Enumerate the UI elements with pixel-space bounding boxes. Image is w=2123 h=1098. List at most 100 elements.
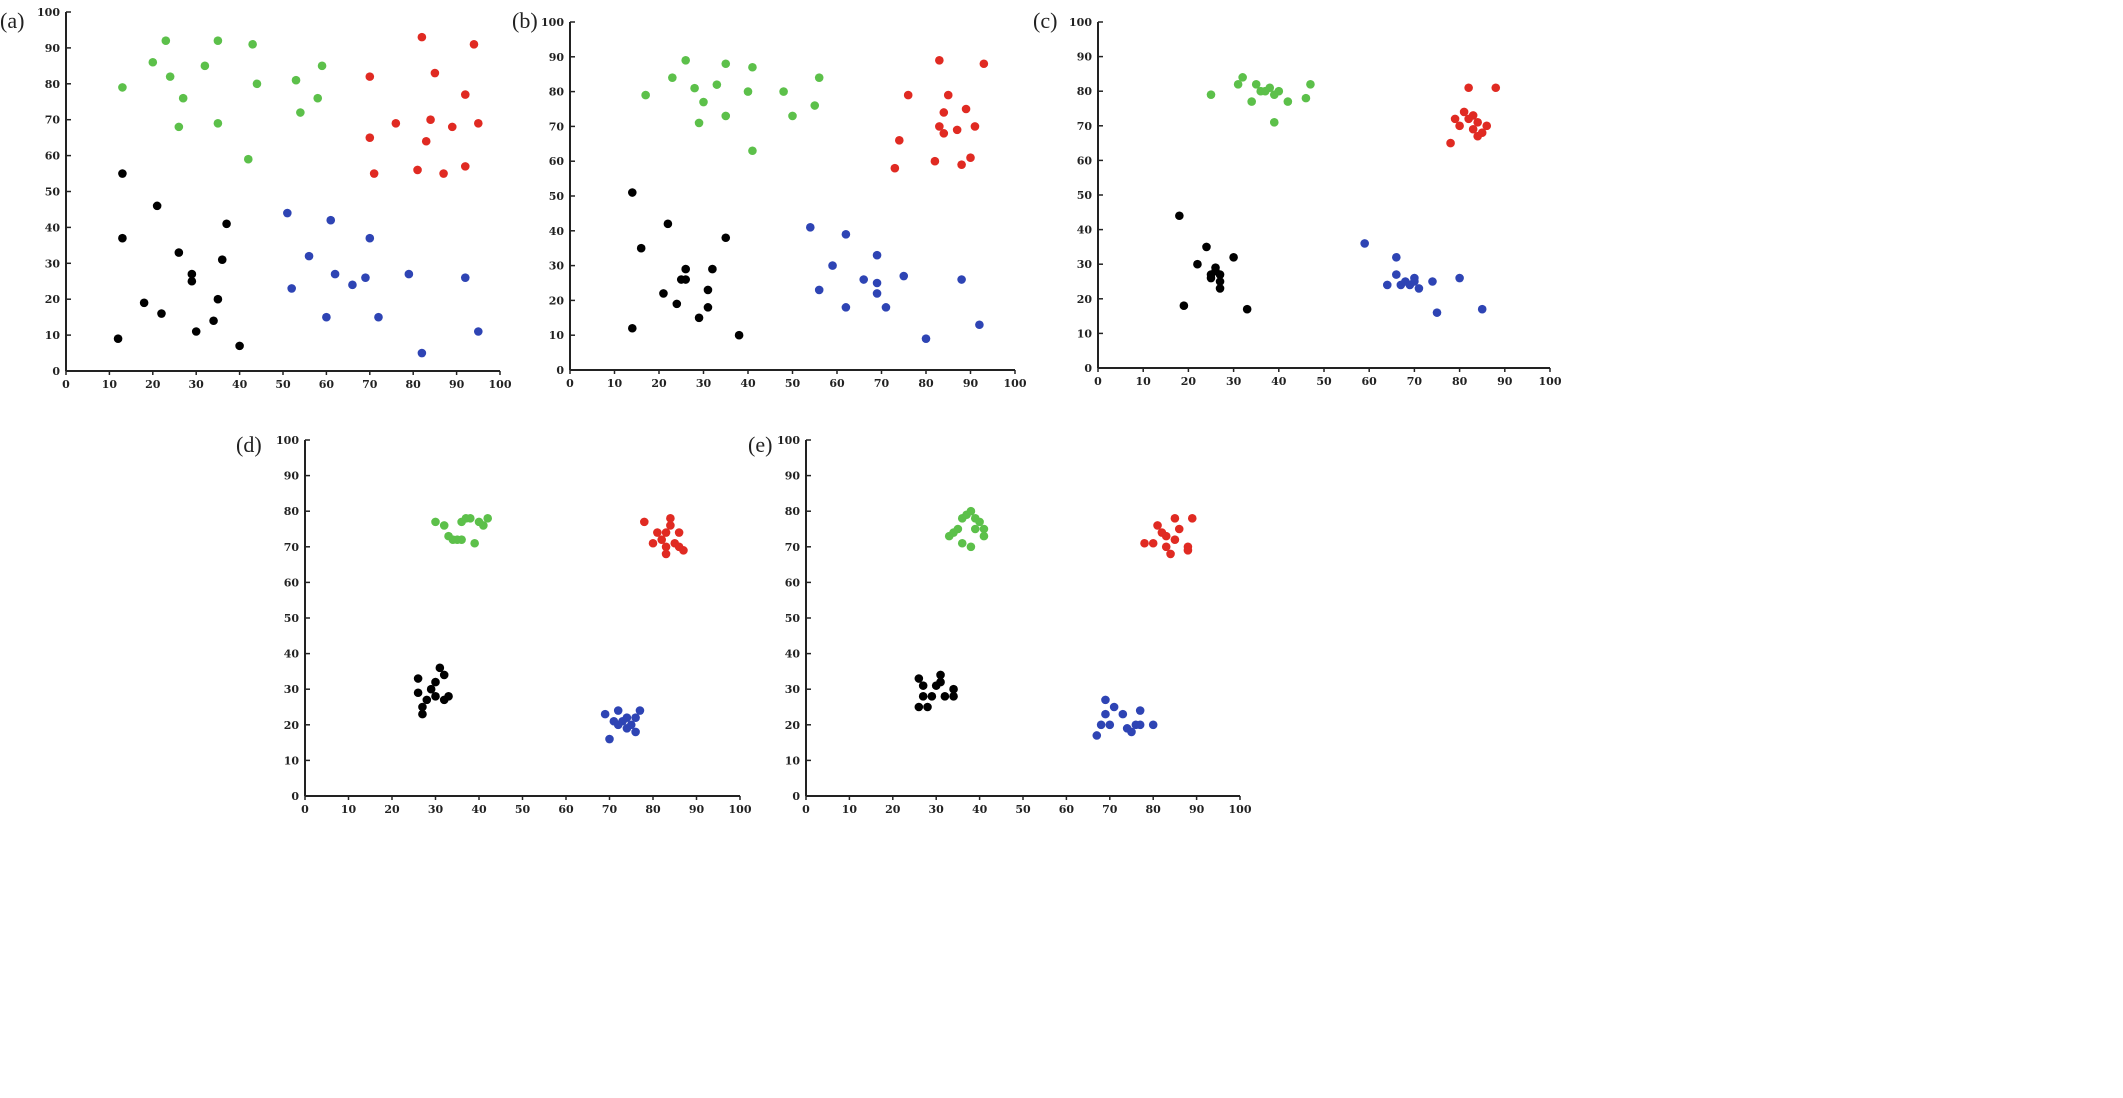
y-tick-label: 60	[284, 576, 300, 589]
point-red	[666, 514, 675, 523]
point-black	[431, 677, 440, 687]
x-tick-label: 70	[1407, 375, 1423, 388]
point-red	[447, 122, 457, 132]
x-tick-label: 80	[918, 377, 934, 390]
point-green	[1265, 83, 1275, 93]
point-black	[1179, 301, 1189, 311]
point-blue	[1118, 709, 1128, 719]
x-tick-label: 100	[1004, 377, 1027, 390]
x-tick-label: 50	[785, 377, 801, 390]
point-green	[466, 514, 475, 523]
x-tick-label: 50	[515, 803, 531, 816]
point-blue	[1414, 284, 1424, 293]
point-blue	[613, 720, 623, 730]
point-green	[213, 36, 223, 46]
y-tick-label: 80	[785, 505, 801, 518]
x-tick-label: 30	[929, 803, 945, 816]
x-tick-label: 0	[802, 803, 810, 816]
point-black	[923, 702, 932, 712]
point-green	[431, 517, 440, 527]
y-tick-label: 80	[45, 78, 61, 91]
point-black	[1175, 211, 1184, 221]
x-tick-label: 10	[102, 378, 118, 391]
point-green	[1238, 73, 1247, 82]
y-tick-label: 10	[45, 329, 61, 342]
point-green	[479, 521, 488, 530]
y-tick-label: 0	[291, 790, 299, 803]
y-tick-label: 70	[1077, 120, 1093, 133]
x-tick-label: 70	[874, 377, 890, 390]
y-tick-label: 70	[785, 541, 801, 554]
y-tick-label: 60	[785, 576, 801, 589]
point-green	[200, 61, 210, 71]
point-green	[439, 521, 449, 530]
point-red	[1477, 128, 1487, 138]
x-tick-label: 70	[362, 378, 378, 391]
x-tick-label: 50	[1316, 375, 1332, 388]
point-black	[940, 692, 950, 701]
point-black	[628, 323, 637, 333]
series-black	[628, 188, 744, 340]
panel-e: (e) 0 10 20 30 40 50 60 70 80 90 100 0 10 20 30 40 50 60 70…	[748, 432, 1252, 816]
x-tick-label: 100	[1229, 803, 1252, 816]
point-blue	[1135, 720, 1145, 730]
point-red	[426, 115, 435, 124]
panel-label: (b)	[512, 8, 538, 33]
x-tick-label: 90	[963, 377, 979, 390]
point-black	[681, 264, 690, 274]
point-green	[953, 524, 963, 534]
y-tick-label: 20	[1077, 293, 1093, 306]
series-green	[1206, 73, 1315, 127]
x-tick-label: 0	[566, 377, 574, 390]
point-black	[426, 684, 436, 694]
point-blue	[1109, 702, 1119, 712]
x-tick-label: 80	[645, 803, 661, 816]
point-green	[1251, 79, 1261, 89]
y-tick-label: 30	[785, 683, 801, 696]
series-green	[944, 506, 989, 552]
point-black	[1202, 242, 1211, 252]
x-tick-label: 0	[301, 803, 309, 816]
y-tick-label: 10	[785, 754, 801, 767]
y-tick-label: 0	[52, 365, 60, 378]
point-green	[814, 73, 824, 82]
x-tick-label: 10	[607, 377, 623, 390]
x-tick-label: 0	[62, 378, 70, 391]
point-red	[1468, 111, 1478, 120]
point-red	[460, 162, 470, 171]
y-tick-label: 50	[45, 186, 61, 199]
panel-label: (c)	[1033, 8, 1057, 33]
point-black	[118, 233, 127, 243]
point-blue	[404, 269, 414, 279]
point-red	[952, 125, 962, 135]
point-red	[653, 528, 662, 537]
point-blue	[613, 706, 623, 715]
point-green	[699, 97, 708, 107]
point-red	[421, 136, 431, 146]
x-tick-label: 80	[1452, 375, 1468, 388]
y-tick-label: 80	[1077, 85, 1093, 98]
point-green	[1269, 118, 1279, 127]
point-blue	[1096, 720, 1106, 730]
point-red	[657, 535, 666, 544]
point-red	[1468, 124, 1478, 134]
point-green	[810, 101, 820, 110]
point-red	[979, 59, 989, 69]
x-tick-label: 30	[696, 377, 712, 390]
y-tick-label: 30	[284, 683, 300, 696]
point-green	[317, 61, 327, 71]
point-green	[252, 79, 262, 89]
y-tick-label: 90	[785, 470, 801, 483]
point-green	[966, 506, 976, 516]
y-tick-label: 70	[45, 114, 61, 127]
y-tick-label: 70	[284, 541, 300, 554]
y-tick-label: 50	[549, 190, 565, 203]
x-tick-label: 10	[341, 803, 357, 816]
x-tick-label: 40	[740, 377, 756, 390]
y-tick-label: 30	[549, 260, 565, 273]
x-tick-label: 0	[1094, 375, 1102, 388]
x-tick-label: 10	[1136, 375, 1152, 388]
y-tick-label: 30	[1077, 258, 1093, 271]
y-tick-label: 20	[284, 719, 300, 732]
point-black	[663, 219, 673, 229]
